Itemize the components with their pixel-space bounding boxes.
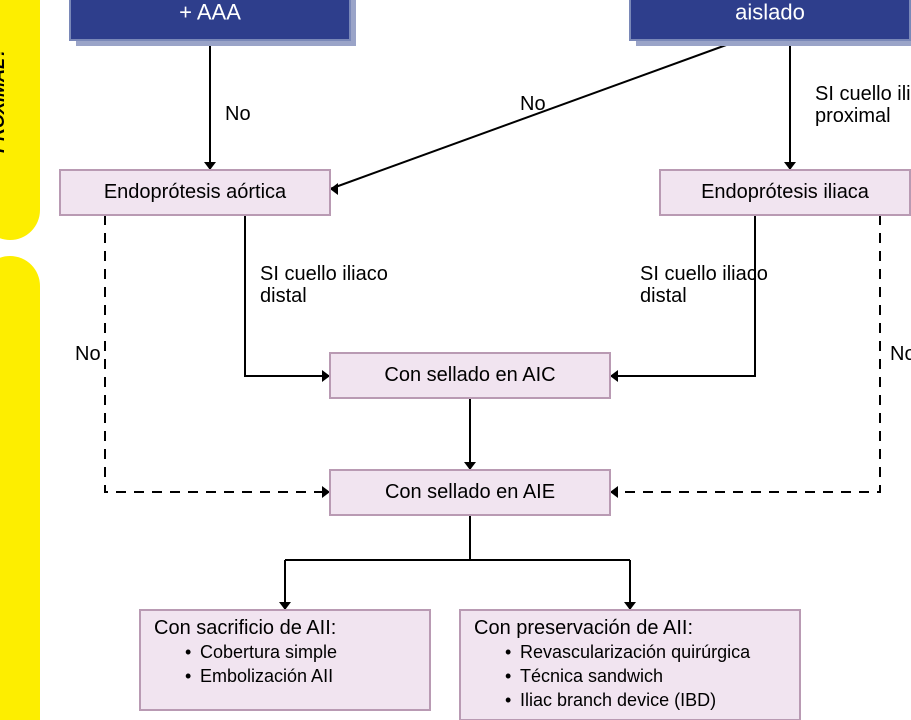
arrowhead-iliaca-no-dash <box>610 486 618 498</box>
edge-label-aaa-to-aortica: No <box>225 103 251 125</box>
edge-label-aislado-to-iliaca-0: SI cuello iliaco <box>815 83 911 105</box>
node-endo_iliaca: Endoprótesis iliaca <box>660 170 910 215</box>
node-preservacion-bullet-dot-2: • <box>505 690 511 710</box>
node-sellado_aie: Con sellado en AIE <box>330 470 610 515</box>
node-sacrificio-bullet-dot-1: • <box>185 666 191 686</box>
node-preservacion-bullet-dot-0: • <box>505 642 511 662</box>
edge-label-aislado-to-iliaca-1: proximal <box>815 105 891 127</box>
node-endo_iliaca-line-0: Endoprótesis iliaca <box>701 181 870 203</box>
node-endo_aortica-line-0: Endoprótesis aórtica <box>104 181 287 203</box>
edge-label-iliaca-down-0: SI cuello iliaco <box>640 263 768 285</box>
edge-label-aortica-down-0: SI cuello iliaco <box>260 263 388 285</box>
arrowhead-aortica-down <box>322 370 330 382</box>
left-panel-bottom <box>0 256 40 720</box>
edge-label-iliaca-no-dash: No <box>890 343 911 365</box>
flowchart-canvas: PROXIMAL?NoSI cuello iliacoproximalNoSI … <box>0 0 911 720</box>
node-sacrificio: Con sacrificio de AII: • Cobertura simple •… <box>140 610 430 710</box>
arrowhead-aortica-no-dash <box>322 486 330 498</box>
node-preservacion-bullet-2: Iliac branch device (IBD) <box>520 690 716 710</box>
edge-iliaca-no-dash <box>610 215 880 492</box>
node-aaa-line-1: + AAA <box>179 0 241 25</box>
node-preservacion-title: Con preservación de AII: <box>474 617 693 639</box>
arrowhead-aie-to-sac <box>279 602 291 610</box>
node-sacrificio-title: Con sacrificio de AII: <box>154 617 336 639</box>
node-sacrificio-bullet-dot-0: • <box>185 642 191 662</box>
edge-label-iliaca-down-1: distal <box>640 285 687 307</box>
node-preservacion-bullet-1: Técnica sandwich <box>520 666 663 686</box>
node-sacrificio-bullet-1: Embolización AII <box>200 666 333 686</box>
node-endo_aortica: Endoprótesis aórtica <box>60 170 330 215</box>
node-sellado_aie-line-0: Con sellado en AIE <box>385 481 555 503</box>
edge-label-aislado-to-aortica: No <box>520 93 546 115</box>
edge-label-aortica-no-dash: No <box>75 343 101 365</box>
node-preservacion-bullet-0: Revascularización quirúrgica <box>520 642 751 662</box>
arrowhead-aislado-to-iliaca <box>784 162 796 170</box>
node-preservacion-bullet-dot-1: • <box>505 666 511 686</box>
node-preservacion: Con preservación de AII: • Revascularizaci… <box>460 610 800 720</box>
arrowhead-aie-to-pres <box>624 602 636 610</box>
arrowhead-iliaca-down <box>610 370 618 382</box>
node-sellado_aic-line-0: Con sellado en AIC <box>384 364 555 386</box>
edge-label-aortica-down-1: distal <box>260 285 307 307</box>
arrowhead-aaa-to-aortica <box>204 162 216 170</box>
arrowhead-aislado-to-aortica <box>330 183 338 195</box>
node-aislado-line-1: aislado <box>735 0 805 25</box>
left-panel-top-label: PROXIMAL? <box>0 47 8 153</box>
node-sellado_aic: Con sellado en AIC <box>330 353 610 398</box>
edge-aortica-no-dash <box>105 215 330 492</box>
node-aislado: Aneurisma ilíacoaislado <box>630 0 911 46</box>
arrowhead-aic-to-aie <box>464 462 476 470</box>
node-sacrificio-bullet-0: Cobertura simple <box>200 642 337 662</box>
node-aaa: Aneurisma ilíaco+ AAA <box>70 0 356 46</box>
